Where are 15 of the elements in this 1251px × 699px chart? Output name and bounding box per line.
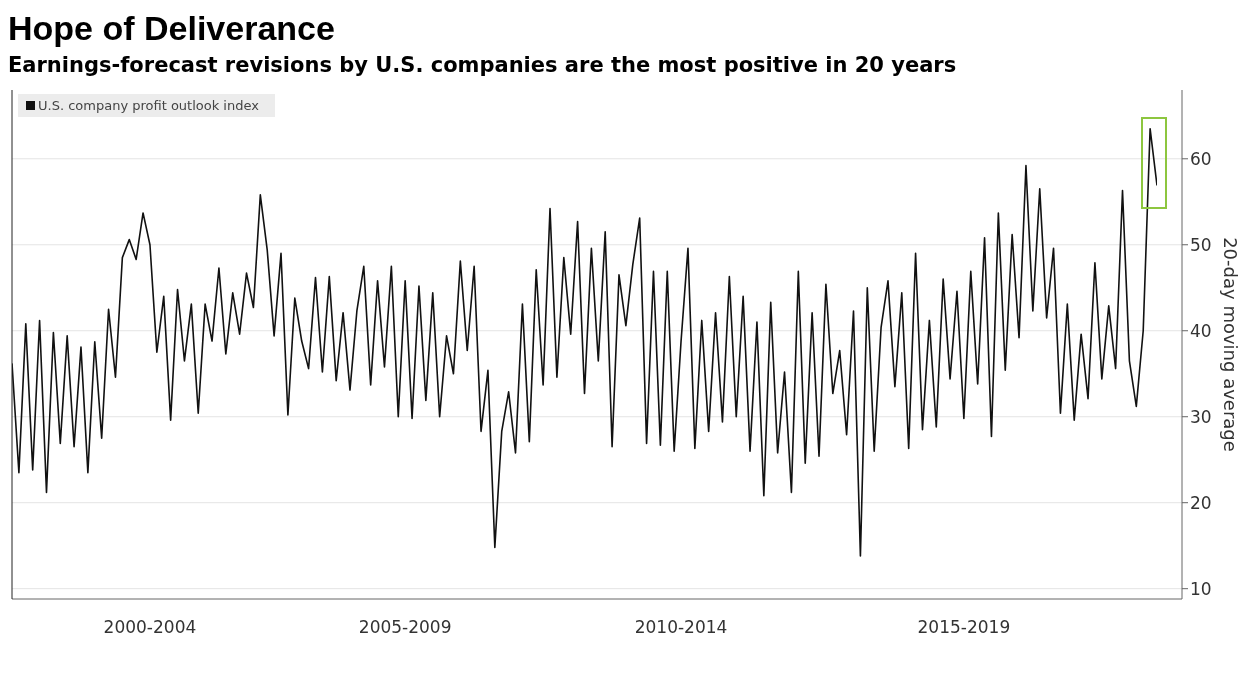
y-axis-title: 20-day moving average [1219, 237, 1241, 452]
x-tick-label: 2015-2019 [917, 617, 1011, 638]
chart-title: Hope of Deliverance [8, 8, 336, 48]
x-tick-label: 2000-2004 [103, 617, 197, 638]
y-tick-label: 40 [1190, 320, 1212, 341]
legend-label: U.S. company profit outlook index [37, 98, 259, 113]
y-tick-label: 20 [1190, 492, 1212, 513]
line-series [12, 127, 1157, 557]
y-tick-label: 60 [1190, 148, 1212, 169]
y-tick-label: 30 [1190, 406, 1212, 427]
x-tick-label: 2010-2014 [634, 617, 728, 638]
y-tick-label: 10 [1190, 578, 1212, 599]
x-tick-label: 2005-2009 [358, 617, 452, 638]
y-tick-label: 50 [1190, 234, 1212, 255]
chart-subtitle: Earnings-forecast revisions by U.S. companies are the most positive in 20 years [8, 52, 958, 79]
